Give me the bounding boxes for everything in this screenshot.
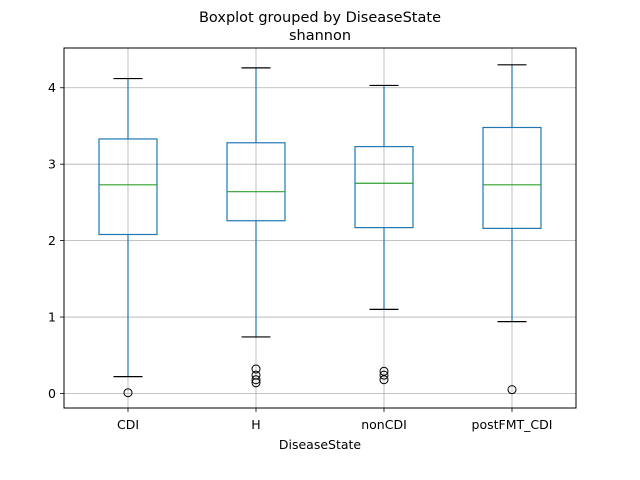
outlier-point [379, 366, 389, 376]
y-tick-label: 1 [48, 310, 56, 325]
outlier-point [507, 385, 517, 395]
outlier-point [251, 375, 261, 385]
box [354, 145, 414, 229]
y-tick-label: 2 [48, 233, 56, 248]
plot-frame [63, 47, 577, 409]
y-tick-label: 4 [48, 80, 56, 95]
box [226, 142, 286, 222]
x-tick-label: nonCDI [361, 417, 407, 432]
outlier-point [251, 364, 261, 374]
x-tick-label: H [251, 417, 260, 432]
x-tick-label: postFMT_CDI [472, 417, 553, 432]
x-tick-label: CDI [117, 417, 139, 432]
outlier-point [379, 370, 389, 380]
x-axis-label: DiseaseState [279, 437, 362, 452]
box [98, 138, 158, 236]
outlier-point [251, 370, 261, 380]
chart-title: Boxplot grouped by DiseaseState [199, 10, 441, 26]
box-layer [98, 64, 542, 398]
box [482, 126, 542, 229]
chart-subtitle: shannon [289, 28, 351, 44]
y-tick-label: 0 [48, 386, 56, 401]
y-tick-label: 3 [48, 157, 56, 172]
outlier-point [123, 388, 133, 398]
